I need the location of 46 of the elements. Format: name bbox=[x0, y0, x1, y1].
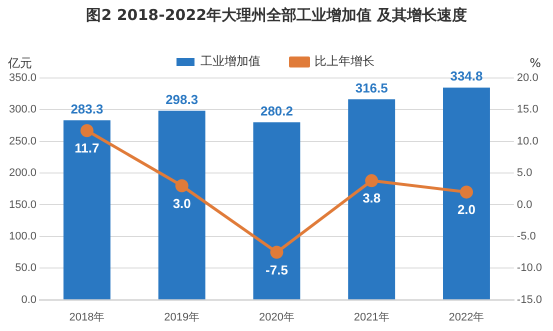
data-label: 283.3 bbox=[70, 101, 104, 116]
data-label: 334.8 bbox=[450, 68, 483, 84]
legend-label: 比上年增长 bbox=[314, 54, 374, 68]
y2-tick-label: -5.0 bbox=[516, 230, 536, 242]
data-label: 3.8 bbox=[362, 190, 381, 206]
y-tick-label: 300.0 bbox=[8, 104, 37, 116]
x-tick-label: 2022年 bbox=[448, 311, 484, 324]
x-tick-label: 2021年 bbox=[354, 311, 390, 324]
point bbox=[365, 174, 378, 188]
bar bbox=[443, 88, 490, 300]
y-tick-label: 100.0 bbox=[8, 230, 37, 242]
y2-tick-label: -10.0 bbox=[516, 262, 542, 274]
y-tick-label: 150.0 bbox=[8, 198, 37, 211]
y2-tick-label: 10.0 bbox=[516, 135, 538, 148]
y-tick-label: 350.0 bbox=[8, 72, 37, 84]
y-axis-title: 亿元 bbox=[7, 56, 32, 70]
point bbox=[80, 124, 94, 138]
y2-tick-label: 5.0 bbox=[516, 167, 532, 180]
y2-tick-label: 0.0 bbox=[516, 198, 532, 211]
legend-label: 工业增加值 bbox=[200, 54, 260, 68]
data-label: 298.3 bbox=[166, 92, 198, 107]
y-tick-label: 50.0 bbox=[15, 262, 37, 274]
data-label: 3.0 bbox=[172, 196, 191, 211]
point bbox=[460, 186, 473, 199]
point bbox=[270, 246, 284, 259]
bar bbox=[348, 99, 396, 300]
data-label: 280.2 bbox=[260, 103, 293, 118]
y2-tick-label: 20.0 bbox=[516, 72, 538, 84]
y-tick-label: 200.0 bbox=[8, 167, 37, 180]
y2-tick-label: -15.0 bbox=[516, 294, 542, 306]
x-tick-label: 2020年 bbox=[258, 311, 294, 324]
bar bbox=[253, 122, 300, 300]
x-tick-label: 2018年 bbox=[69, 311, 105, 324]
y2-tick-label: 15.0 bbox=[516, 104, 538, 116]
data-label: 11.7 bbox=[74, 140, 100, 156]
data-label: 316.5 bbox=[355, 80, 388, 96]
bar bbox=[63, 120, 110, 300]
y-tick-label: 250.0 bbox=[8, 135, 37, 148]
x-tick-label: 2019年 bbox=[164, 311, 200, 324]
y-tick-label: 0.0 bbox=[21, 294, 37, 306]
point bbox=[175, 179, 188, 192]
chart-title: 图2 2018-2022年大理州全部工业增加值 及其增长速度 bbox=[85, 5, 468, 26]
bar bbox=[158, 110, 206, 300]
data-label: 2.0 bbox=[457, 202, 476, 218]
y2-axis-title: % bbox=[530, 56, 541, 70]
data-label: -7.5 bbox=[266, 262, 288, 278]
